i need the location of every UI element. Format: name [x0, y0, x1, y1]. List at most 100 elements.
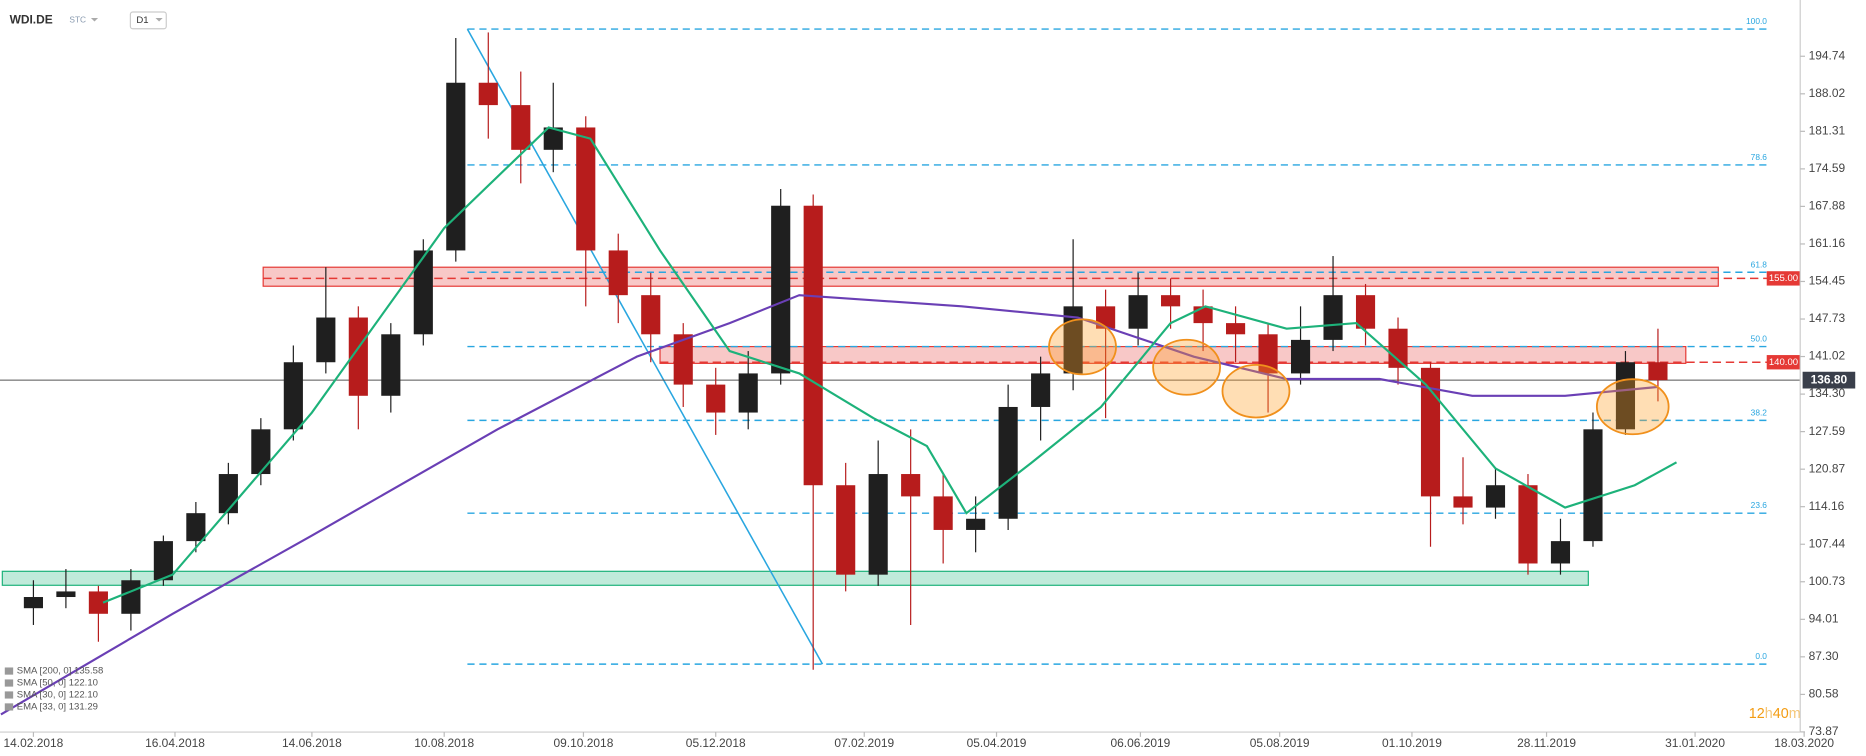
legend-icon	[4, 703, 14, 711]
timer-part: h	[1765, 706, 1773, 722]
candle-body	[1031, 373, 1051, 407]
fib-label: 0.0	[1755, 651, 1767, 661]
candle-body	[1453, 496, 1473, 508]
candle-body	[1583, 429, 1603, 542]
candle-body	[673, 334, 693, 385]
candle-body	[933, 496, 953, 530]
timer-part: m	[1789, 706, 1801, 722]
candle-body	[1420, 367, 1441, 497]
candle-body	[1161, 295, 1181, 307]
candle-body	[218, 474, 238, 514]
candle-body	[1226, 323, 1246, 335]
candle-body	[413, 250, 433, 335]
candle-body	[153, 541, 173, 581]
candle-body	[998, 406, 1018, 519]
fib-label: 38.2	[1751, 407, 1768, 417]
fib-label: 78.6	[1751, 152, 1768, 162]
candle-body	[1290, 339, 1311, 374]
candle-body	[1258, 334, 1278, 374]
candle-body	[868, 474, 888, 575]
candle-body	[1648, 362, 1668, 381]
level-label: 155.00	[1769, 273, 1798, 284]
x-tick-label: 09.10.2018	[554, 736, 614, 750]
legend-icon	[4, 679, 14, 687]
highlight	[1152, 338, 1221, 396]
indicator-line	[102, 126, 1678, 604]
y-tick-label: 188.02	[1809, 86, 1846, 100]
timer: 12h40m	[1749, 706, 1801, 722]
y-tick-label: 134.30	[1809, 386, 1846, 400]
candle-body	[446, 82, 466, 251]
candle-body	[88, 591, 108, 614]
last-price-tag	[1802, 371, 1856, 389]
y-tick-label: 181.31	[1809, 123, 1846, 137]
candle-body	[901, 474, 921, 497]
candle-body	[1063, 306, 1083, 374]
level-tag	[1766, 355, 1801, 370]
y-tick-label: 127.59	[1809, 424, 1846, 438]
legend-entry: SMA [50, 0] 122.10	[17, 678, 98, 689]
fib-label: 61.8	[1751, 259, 1768, 269]
candle-body	[836, 485, 856, 575]
candle-body	[1485, 485, 1506, 508]
y-tick-label: 147.73	[1809, 311, 1846, 325]
candle-body	[1193, 306, 1213, 324]
x-tick-label: 28.11.2019	[1517, 736, 1576, 750]
y-tick-label: 80.58	[1809, 687, 1839, 701]
dropdown-arrow[interactable]	[90, 17, 99, 22]
legend-icon	[4, 691, 14, 699]
candle-body	[1323, 295, 1343, 340]
group[interactable]: STC	[69, 15, 86, 25]
x-tick-label: 05.04.2019	[967, 736, 1027, 750]
y-tick-label: 100.73	[1809, 574, 1846, 588]
highlight	[1221, 363, 1291, 419]
y-tick-label: 114.16	[1809, 499, 1845, 513]
y-tick-label: 167.88	[1809, 199, 1846, 213]
candle-body	[1550, 541, 1571, 564]
candle-body	[316, 317, 336, 363]
candle-body	[1128, 295, 1148, 329]
last-price-label: 136.80	[1811, 372, 1848, 386]
fib-label: 50.0	[1751, 334, 1768, 344]
y-tick-label: 141.02	[1809, 349, 1846, 363]
level-label: 140.00	[1769, 357, 1798, 368]
candle-body	[966, 518, 986, 530]
y-tick-label: 161.16	[1809, 236, 1846, 250]
candle-body	[251, 429, 271, 475]
candle-body	[738, 373, 758, 413]
x-tick-label: 10.08.2018	[414, 736, 474, 750]
candle-body	[186, 513, 206, 542]
candle-body	[706, 384, 726, 413]
highlight	[1595, 378, 1670, 436]
zone	[262, 266, 1719, 287]
candle-body	[608, 250, 628, 296]
candle-body	[641, 295, 661, 335]
y-tick-label: 154.45	[1809, 274, 1846, 288]
x-tick-label: 07.02.2019	[834, 736, 894, 750]
x-tick-label: 31.01.2020	[1665, 736, 1725, 750]
symbol[interactable]: WDI.DE	[10, 13, 53, 27]
candle-body	[121, 580, 141, 614]
candle-body	[381, 334, 401, 396]
candle-body	[543, 127, 563, 150]
x-tick-label: 14.02.2018	[4, 736, 64, 750]
x-tick-label: 05.08.2019	[1250, 736, 1310, 750]
candle-body	[56, 591, 76, 598]
level-tag	[1766, 271, 1801, 286]
dropdown-arrow[interactable]	[155, 17, 163, 22]
candle-body	[283, 362, 303, 430]
legend-entry: SMA [30, 0] 122.10	[17, 690, 98, 701]
timer-part: 40	[1773, 706, 1789, 722]
interval-box[interactable]	[129, 11, 167, 30]
candle-body	[478, 82, 498, 106]
highlights	[1048, 318, 1670, 436]
y-tick-label: 107.44	[1809, 536, 1846, 550]
candle-body	[348, 317, 368, 396]
zone	[659, 345, 1687, 364]
legend-icon	[4, 667, 14, 675]
y-tick-label: 94.01	[1809, 611, 1839, 625]
candle-body	[511, 105, 531, 150]
interval[interactable]: D1	[136, 15, 148, 26]
